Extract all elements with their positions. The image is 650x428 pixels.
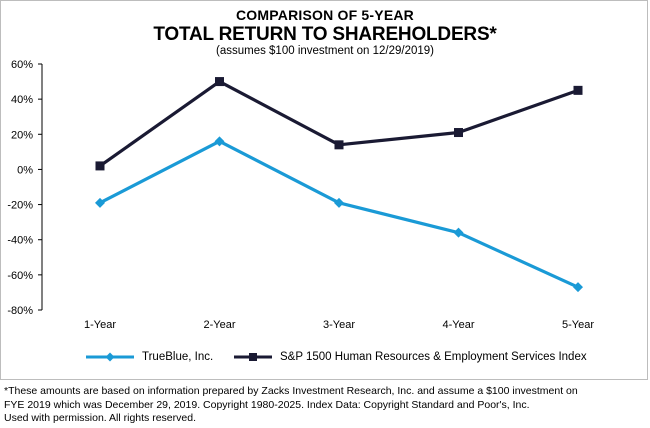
data-point-diamond bbox=[334, 197, 344, 208]
data-point-diamond bbox=[95, 197, 105, 208]
legend-item-trueblue: TrueBlue, Inc. bbox=[86, 348, 213, 366]
x-tick-label: 5-Year bbox=[562, 319, 594, 331]
x-tick-label: 3-Year bbox=[323, 319, 355, 331]
data-point-square bbox=[573, 85, 583, 95]
data-point-square bbox=[215, 77, 224, 87]
legend-swatch-sp1500 bbox=[234, 353, 272, 361]
y-tick-label: 40% bbox=[11, 94, 33, 106]
footnote: *These amounts are based on information … bbox=[4, 385, 646, 426]
x-tick-label: 1-Year bbox=[84, 319, 116, 331]
legend-label-sp1500: S&P 1500 Human Resources & Employment Se… bbox=[280, 351, 587, 363]
series-line-0 bbox=[99, 139, 579, 289]
chart-title: TOTAL RETURN TO SHAREHOLDERS* bbox=[153, 24, 497, 45]
data-point-diamond bbox=[573, 282, 583, 293]
y-tick-label: 20% bbox=[11, 129, 33, 141]
chart-series bbox=[95, 77, 583, 293]
series-line-1 bbox=[99, 79, 579, 168]
footnote-line-1: *These amounts are based on information … bbox=[4, 385, 578, 397]
chart-axes: 60% 40% 20% 0% -20% -40% -60% -80% 1-Year 2-Year 3… bbox=[7, 59, 594, 331]
y-tick-label: 60% bbox=[11, 59, 33, 71]
y-tick-label: -40% bbox=[7, 235, 33, 247]
data-point-diamond bbox=[214, 136, 225, 147]
line-chart: 60% 40% 20% 0% -20% -40% -60% -80% 1-Year 2-Year 3… bbox=[7, 59, 594, 331]
y-tick-label: -60% bbox=[7, 270, 33, 282]
chart-legend: TrueBlue, Inc. S&P 1500 Human Resources … bbox=[0, 348, 650, 366]
legend-swatch-trueblue bbox=[86, 352, 134, 362]
data-point-diamond bbox=[453, 227, 464, 238]
x-tick-label: 4-Year bbox=[442, 319, 474, 331]
data-point-square bbox=[454, 128, 463, 138]
y-tick-label: -80% bbox=[7, 305, 33, 317]
footnote-line-2: FYE 2019 which was December 29, 2019. Co… bbox=[4, 398, 530, 411]
chart-subtitle: (assumes $100 investment on 12/29/2019) bbox=[216, 45, 434, 57]
legend-item-sp1500: S&P 1500 Human Resources & Employment Se… bbox=[234, 348, 587, 366]
data-point-square bbox=[334, 140, 344, 150]
chart-kicker: COMPARISON OF 5-YEAR bbox=[236, 7, 414, 23]
y-tick-label: -20% bbox=[7, 200, 33, 212]
chart-frame bbox=[0, 0, 648, 380]
legend-label-trueblue: TrueBlue, Inc. bbox=[142, 351, 214, 363]
y-tick-label: 0% bbox=[17, 164, 33, 176]
x-tick-label: 2-Year bbox=[203, 319, 235, 331]
data-point-square bbox=[95, 161, 105, 171]
footnote-line-3: Used with permission. All rights reserve… bbox=[4, 412, 196, 424]
